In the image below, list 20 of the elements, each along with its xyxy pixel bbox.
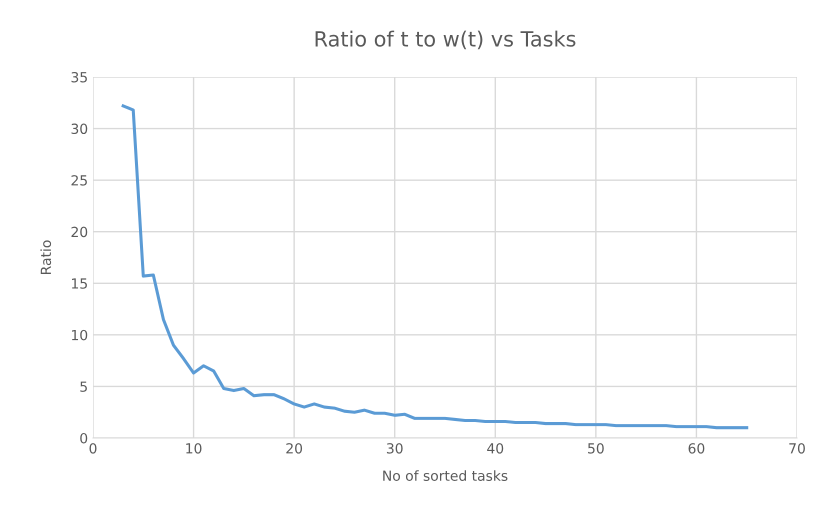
y-axis-title: Ratio xyxy=(40,240,52,274)
y-tick-label: 30 xyxy=(72,124,88,134)
x-tick-label: 50 xyxy=(588,443,604,454)
y-tick-label: 0 xyxy=(80,432,88,444)
x-tick-label: 10 xyxy=(186,443,202,454)
y-tick-label: 20 xyxy=(71,226,88,238)
y-tick-label: 35 xyxy=(72,72,87,82)
x-axis-title: No of sorted tasks xyxy=(383,470,508,481)
y-tick-label: 25 xyxy=(71,175,87,186)
x-tick-label: 20 xyxy=(286,443,302,454)
line-series xyxy=(122,104,748,430)
x-tick-label: 30 xyxy=(386,443,403,454)
x-tick-label: 70 xyxy=(789,443,805,454)
x-tick-label: 60 xyxy=(688,443,704,454)
chart-title: Ratio of t to w(t) vs Tasks xyxy=(316,30,576,50)
y-tick-label: 5 xyxy=(80,382,87,392)
y-tick-label: 15 xyxy=(72,278,87,289)
y-tick-label: 10 xyxy=(72,330,88,340)
x-tick-label: 40 xyxy=(487,443,504,454)
x-tick-label: 0 xyxy=(89,443,96,454)
